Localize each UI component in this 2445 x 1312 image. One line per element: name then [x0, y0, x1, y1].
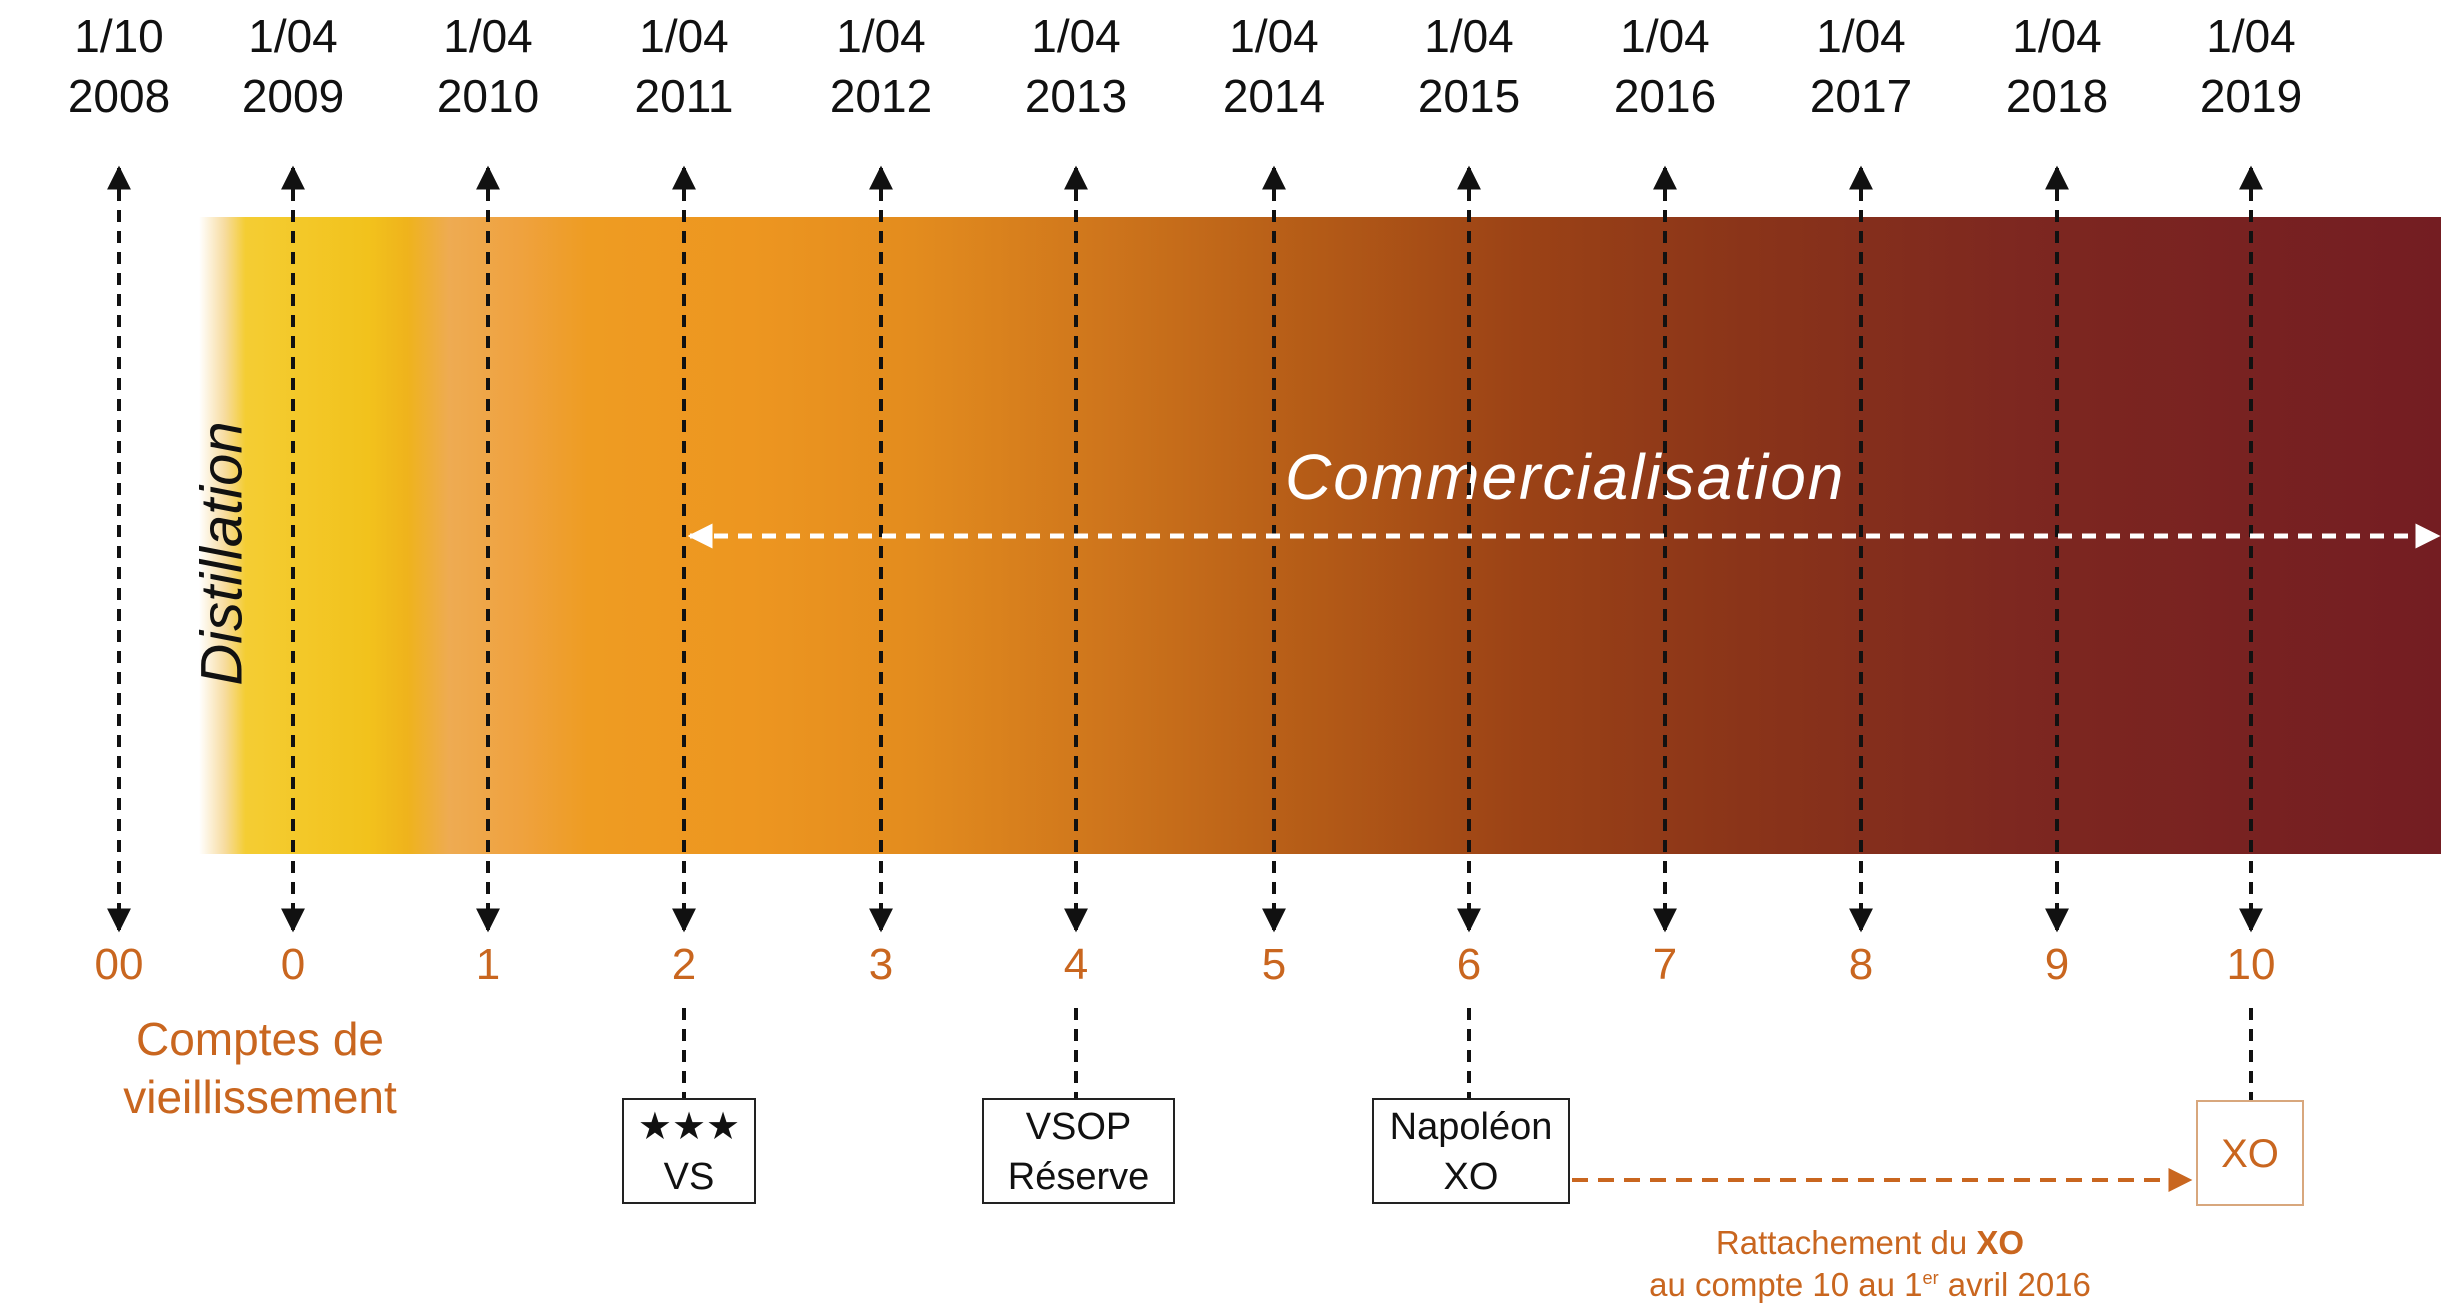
xo-label: XO	[2221, 1132, 2279, 1176]
date-year: 2018	[2005, 70, 2109, 122]
count-label-9: 8	[1848, 940, 1874, 989]
note-xo-bold: XO	[1976, 1224, 2025, 1261]
date-year: 2015	[1417, 70, 1521, 122]
date-day: 1/04	[2012, 10, 2102, 62]
date-label-1: 1/04 2009	[218, 6, 368, 126]
count-label-7: 6	[1456, 940, 1482, 989]
date-year: 2009	[241, 70, 345, 122]
reserve-label: Réserve	[1007, 1156, 1150, 1198]
date-year: 2019	[2199, 70, 2303, 122]
date-label-9: 1/04 2017	[1786, 6, 1936, 126]
note-text-3: avril 2016	[1938, 1266, 2091, 1303]
date-label-3: 1/04 2011	[609, 6, 759, 126]
date-label-2: 1/04 2010	[413, 6, 563, 126]
xo-attachment-note: Rattachement du XO au compte 10 au 1er a…	[1590, 1222, 2150, 1306]
date-day: 1/04	[1620, 10, 1710, 62]
date-label-7: 1/04 2015	[1394, 6, 1544, 126]
date-label-11: 1/04 2019	[2176, 6, 2326, 126]
count-label-2: 1	[475, 940, 501, 989]
comptes-label-line2: vieillissement	[123, 1071, 397, 1123]
category-box-napoleon: Napoléon XO	[1372, 1098, 1570, 1204]
date-year: 2011	[634, 70, 734, 122]
count-label-1: 0	[280, 940, 306, 989]
vs-label: VS	[663, 1156, 715, 1198]
category-box-vsop: VSOP Réserve	[982, 1098, 1175, 1204]
date-day: 1/04	[248, 10, 338, 62]
count-label-3: 2	[671, 940, 697, 989]
vsop-label: VSOP	[1025, 1106, 1132, 1148]
note-text-2: au compte 10 au 1	[1649, 1266, 1923, 1303]
date-year: 2017	[1809, 70, 1913, 122]
date-label-8: 1/04 2016	[1590, 6, 1740, 126]
comptes-label: Comptes de vieillissement	[70, 1010, 450, 1126]
count-label-10: 9	[2044, 940, 2070, 989]
date-label-4: 1/04 2012	[806, 6, 956, 126]
date-day: 1/04	[1031, 10, 1121, 62]
count-label-11: 10	[2226, 940, 2276, 989]
note-text-1: Rattachement du	[1715, 1224, 1977, 1261]
count-label-5: 4	[1063, 940, 1089, 989]
count-label-0: 00	[94, 940, 144, 989]
date-day: 1/04	[639, 10, 729, 62]
date-year: 2010	[436, 70, 540, 122]
date-year: 2013	[1024, 70, 1128, 122]
date-label-10: 1/04 2018	[1982, 6, 2132, 126]
note-sup: er	[1922, 1268, 1939, 1288]
napoleon-xo-label: XO	[1443, 1156, 1499, 1198]
category-box-vs: ★★★ VS	[622, 1098, 756, 1204]
napoleon-label: Napoléon	[1389, 1106, 1553, 1148]
date-year: 2012	[829, 70, 933, 122]
date-day: 1/04	[836, 10, 926, 62]
count-label-6: 5	[1261, 940, 1287, 989]
date-day: 1/04	[443, 10, 533, 62]
date-year: 2008	[67, 70, 171, 122]
commercialisation-label: Commercialisation	[1285, 441, 1846, 513]
category-box-xo: XO	[2196, 1100, 2304, 1206]
count-label-8: 7	[1652, 940, 1678, 989]
comptes-label-line1: Comptes de	[135, 1013, 384, 1065]
date-label-0: 1/10 2008	[44, 6, 194, 126]
date-year: 2014	[1222, 70, 1326, 122]
count-label-4: 3	[868, 940, 894, 989]
date-day: 1/04	[1816, 10, 1906, 62]
vs-stars: ★★★	[637, 1106, 741, 1148]
date-year: 2016	[1613, 70, 1717, 122]
date-day: 1/04	[1424, 10, 1514, 62]
date-label-5: 1/04 2013	[1001, 6, 1151, 126]
date-day: 1/04	[2206, 10, 2296, 62]
date-day: 1/10	[74, 10, 164, 62]
date-label-6: 1/04 2014	[1199, 6, 1349, 126]
date-day: 1/04	[1229, 10, 1319, 62]
